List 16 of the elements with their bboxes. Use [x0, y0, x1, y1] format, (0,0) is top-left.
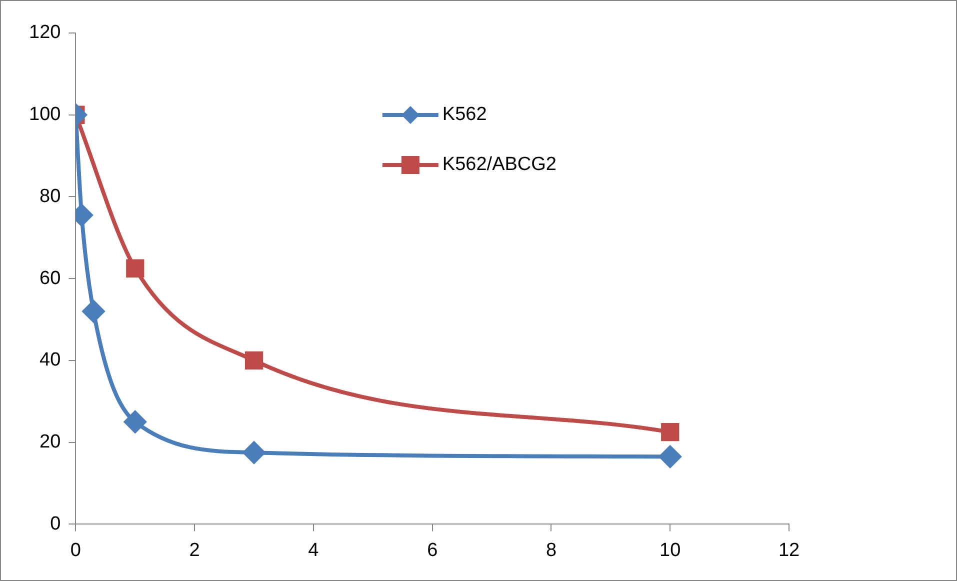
legend-label: K562 — [442, 104, 487, 126]
x-tick-label: 0 — [70, 540, 81, 561]
x-tick-label: 8 — [546, 540, 557, 561]
y-tick-label: 0 — [50, 513, 61, 534]
y-tick-label: 120 — [29, 22, 61, 44]
x-tick-label: 4 — [308, 540, 320, 561]
y-tick-label: 40 — [40, 350, 61, 371]
y-tick-label: 100 — [29, 104, 61, 126]
x-tick-label: 12 — [778, 540, 800, 561]
x-tick-label: 10 — [660, 540, 681, 561]
y-tick-label: 60 — [40, 268, 61, 289]
legend-label: K562/ABCG2 — [442, 154, 556, 176]
x-tick-label: 6 — [427, 540, 438, 561]
x-tick-label: 2 — [189, 540, 200, 561]
y-tick-label: 80 — [40, 186, 61, 207]
y-tick-label: 20 — [40, 432, 61, 453]
